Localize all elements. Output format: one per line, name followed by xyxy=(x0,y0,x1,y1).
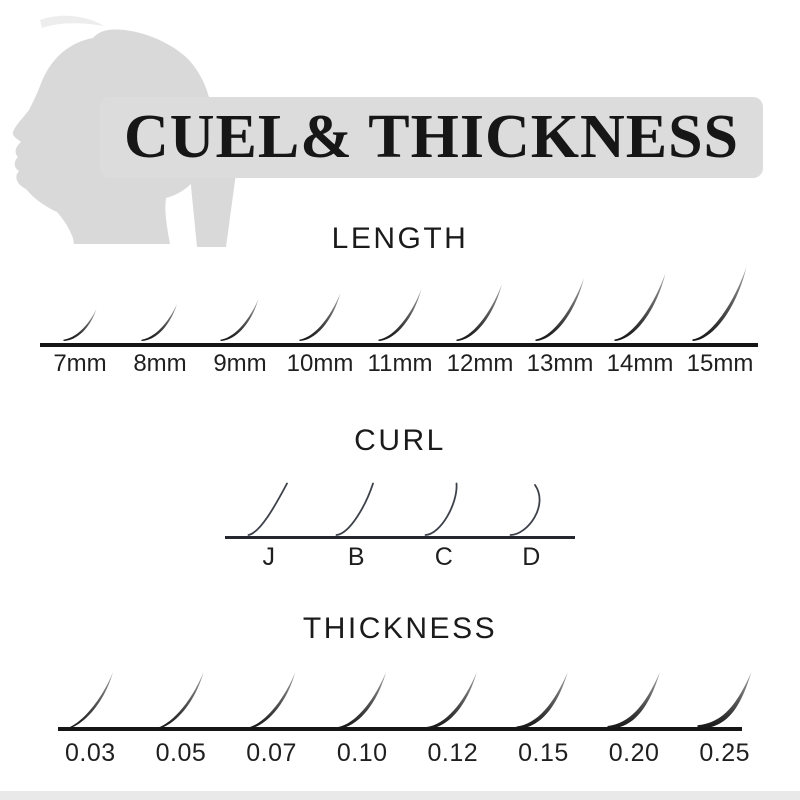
length-item: 8mm xyxy=(120,258,200,378)
thickness-baseline xyxy=(58,727,742,731)
thickness-item: 0.07 xyxy=(226,666,317,771)
curl-item: B xyxy=(313,482,401,572)
thickness-lash-icon xyxy=(606,666,663,731)
length-label: 9mm xyxy=(213,350,267,377)
curl-lash-icon xyxy=(247,482,291,538)
length-label: 15mm xyxy=(686,350,754,377)
length-item: 9mm xyxy=(200,258,280,378)
thickness-item: 0.15 xyxy=(498,666,589,771)
thickness-lash-icon xyxy=(154,666,207,731)
curl-baseline xyxy=(225,536,575,539)
thickness-item: 0.20 xyxy=(589,666,680,771)
thickness-label: 0.25 xyxy=(699,739,751,767)
length-lash-icon xyxy=(455,258,505,343)
length-lash-icon xyxy=(691,258,749,343)
thickness-item: 0.10 xyxy=(317,666,408,771)
curl-lash-icon xyxy=(509,482,553,538)
length-lash-icon xyxy=(377,258,424,343)
thickness-lash-icon xyxy=(515,666,571,731)
length-item: 14mm xyxy=(600,258,680,378)
thickness-label: 0.15 xyxy=(518,739,569,767)
thickness-lash-icon xyxy=(425,666,480,731)
length-item: 10mm xyxy=(280,258,360,378)
curl-label: B xyxy=(347,543,365,571)
thickness-lash-icon xyxy=(335,666,389,731)
hair-strand xyxy=(189,166,237,247)
length-baseline xyxy=(40,343,758,347)
thickness-label: 0.03 xyxy=(64,739,116,767)
title-banner: CUEL& THICKNESS xyxy=(100,97,763,178)
length-section-title: LENGTH xyxy=(331,222,469,255)
thickness-label: 0.20 xyxy=(608,739,660,767)
thickness-item: 0.05 xyxy=(136,666,227,771)
thickness-label: 0.12 xyxy=(427,739,479,767)
length-lash-icon xyxy=(613,258,668,343)
curl-section-title: CURL xyxy=(354,424,446,457)
length-label: 14mm xyxy=(606,350,674,377)
thickness-chart: 0.03 0.05 0.07 0.10 0.12 0.15 0.20 0.25 xyxy=(45,666,770,771)
thickness-item: 0.12 xyxy=(408,666,499,771)
hair-wisp xyxy=(40,15,104,28)
curl-item: C xyxy=(400,482,488,572)
thickness-label: 0.05 xyxy=(155,739,207,767)
length-chart: 7mm 8mm 9mm 10mm 11mm 12mm 13mm 14mm 15mm xyxy=(40,258,760,378)
length-lash-icon xyxy=(534,258,587,343)
thickness-lash-icon xyxy=(64,666,116,731)
thickness-section-title: THICKNESS xyxy=(302,612,498,645)
length-item: 12mm xyxy=(440,258,520,378)
thickness-item: 0.25 xyxy=(679,666,770,771)
length-label: 7mm xyxy=(53,350,107,377)
length-label: 13mm xyxy=(526,350,594,377)
thickness-label: 0.07 xyxy=(246,739,297,767)
bottom-strip xyxy=(0,791,800,800)
poster-title: CUEL& THICKNESS xyxy=(123,103,740,171)
thickness-lash-icon xyxy=(696,666,754,731)
length-lash-icon xyxy=(298,258,343,343)
length-item: 15mm xyxy=(680,258,760,378)
curl-item: J xyxy=(225,482,313,572)
length-item: 7mm xyxy=(40,258,120,378)
length-lash-icon xyxy=(140,258,180,343)
curl-label: J xyxy=(262,543,276,571)
curl-label: D xyxy=(522,543,541,571)
thickness-lash-icon xyxy=(245,666,298,731)
length-lash-icon xyxy=(219,258,261,343)
length-label: 8mm xyxy=(133,350,187,377)
curl-lash-icon xyxy=(424,482,464,538)
length-item: 11mm xyxy=(360,258,440,378)
length-label: 10mm xyxy=(286,350,354,377)
curl-item: D xyxy=(488,482,576,572)
length-label: 12mm xyxy=(446,350,514,377)
length-label: 11mm xyxy=(367,350,433,377)
thickness-label: 0.10 xyxy=(336,739,388,767)
curl-label: C xyxy=(434,543,453,571)
length-lash-icon xyxy=(62,258,99,343)
curl-lash-icon xyxy=(335,482,377,538)
length-item: 13mm xyxy=(520,258,600,378)
thickness-item: 0.03 xyxy=(45,666,136,771)
